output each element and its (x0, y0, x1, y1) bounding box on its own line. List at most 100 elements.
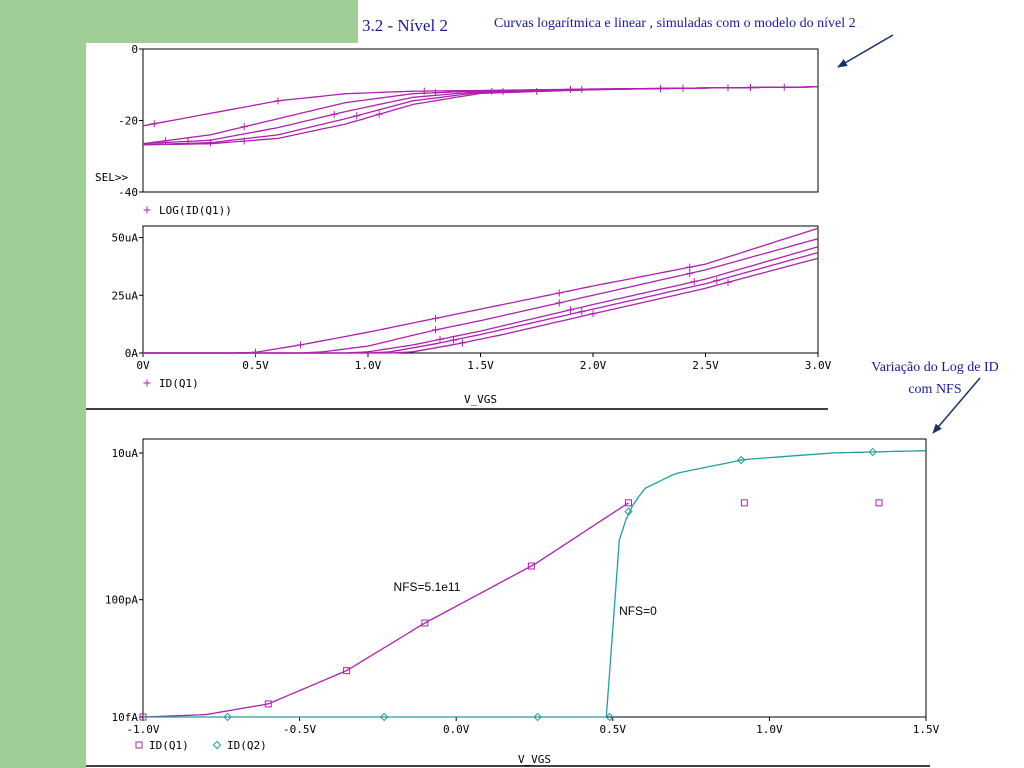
data-point (690, 278, 698, 286)
legend-label: ID(Q1) (159, 377, 199, 390)
x-tick-label: 1.0V (756, 723, 783, 736)
annotation-label: NFS=5.1e11 (394, 580, 461, 594)
series-line (142, 86, 818, 146)
data-point (421, 619, 429, 627)
data-point (240, 137, 248, 145)
x-tick-label: 2.5V (692, 359, 719, 372)
x-tick-label: 1.5V (913, 723, 940, 736)
data-point (353, 112, 361, 120)
data-point (264, 700, 272, 708)
data-point (297, 341, 304, 349)
plot-frame (142, 48, 819, 193)
data-point (533, 712, 542, 722)
data-point (589, 310, 597, 318)
series-line (142, 86, 818, 145)
log-id-chart: 0 -20 -40 SEL>> LOG(ID(Q1)) (95, 43, 819, 217)
data-point (624, 507, 633, 516)
slide-subtitle: Curvas logarítmica e linear , simuladas … (494, 16, 856, 31)
legend-marker (212, 740, 222, 750)
data-point (737, 455, 746, 465)
x-tick-label: 1.5V (467, 359, 494, 372)
y-tick-label: 10uA (112, 447, 139, 460)
data-point (274, 97, 282, 105)
data-point (150, 120, 158, 128)
x-tick-label: 0V (136, 359, 150, 372)
data-point (555, 299, 563, 307)
y-tick-label: -40 (118, 186, 138, 199)
data-point (868, 447, 877, 457)
data-point (533, 88, 541, 96)
data-point (343, 667, 351, 675)
series-line (143, 246, 819, 354)
data-point (686, 269, 694, 277)
data-point (207, 139, 214, 147)
data-point (713, 277, 721, 285)
plot-frame (142, 438, 927, 718)
data-point (450, 336, 457, 344)
data-point (240, 123, 248, 131)
nfs-note-line1: Variação do Log de ID (871, 360, 999, 375)
data-point (459, 339, 466, 347)
x-axis-label: V_VGS (518, 753, 551, 766)
y-tick-label: 0A (125, 347, 139, 360)
top-green-band (86, 0, 358, 43)
nfs-note: Variação do Log de ID com NFS (855, 357, 1015, 401)
x-tick-label: 0.5V (242, 359, 269, 372)
legend-marker (143, 379, 151, 387)
x-tick-label: 0.5V (600, 723, 627, 736)
nfs-note-arrow (932, 377, 981, 434)
data-point (432, 326, 439, 334)
legend-label: LOG(ID(Q1)) (159, 204, 232, 217)
legend-marker (143, 206, 151, 214)
data-point (624, 499, 632, 507)
data-point (567, 306, 574, 314)
data-point (252, 348, 259, 356)
data-point (379, 712, 389, 722)
y-tick-label: 10fA (112, 711, 139, 724)
y-tick-label: 0 (131, 43, 138, 56)
nfs-chart: 10uA 100pA 10fA-1.0V -0.5V 0.0V 0.5V 1.0V 1.5V V… (105, 438, 940, 766)
series-line (142, 86, 818, 145)
legend-label: ID(Q2) (227, 739, 267, 752)
data-point (875, 499, 883, 507)
data-point (223, 712, 232, 722)
data-point (724, 278, 732, 286)
data-point (499, 88, 507, 96)
data-point (436, 335, 444, 343)
subtitle-arrow (837, 34, 894, 68)
data-point (527, 562, 535, 570)
data-point (555, 289, 563, 297)
legend-marker (135, 741, 143, 749)
data-point (740, 499, 748, 507)
series-line (142, 86, 818, 146)
x-axis-label: V_VGS (464, 393, 497, 406)
data-point (605, 712, 614, 722)
series-line (143, 257, 819, 354)
y-tick-label: 100pA (105, 594, 138, 607)
data-point (686, 263, 694, 271)
series-line (143, 251, 819, 354)
sel-marker: SEL>> (95, 171, 128, 184)
x-tick-label: 3.0V (805, 359, 832, 372)
data-point (375, 110, 383, 118)
data-point (747, 84, 754, 92)
x-tick-label: -0.5V (283, 723, 316, 736)
annotation-label: NFS=0 (619, 604, 657, 618)
x-tick-label: 0.0V (443, 723, 470, 736)
x-tick-label: -1.0V (126, 723, 159, 736)
nfs-note-line2: com NFS (908, 382, 962, 397)
sidebar-green-band (0, 0, 86, 768)
data-point (432, 314, 439, 322)
data-point (330, 110, 338, 118)
x-tick-label: 1.0V (355, 359, 382, 372)
y-tick-label: 25uA (112, 289, 139, 302)
y-tick-label: -20 (118, 115, 138, 128)
series-line (143, 450, 927, 718)
data-point (578, 308, 586, 316)
y-tick-label: 50uA (112, 232, 139, 245)
x-tick-label: 2.0V (580, 359, 607, 372)
series-line (142, 502, 629, 718)
slide-title: 3.2 - Nível 2 (362, 16, 448, 35)
